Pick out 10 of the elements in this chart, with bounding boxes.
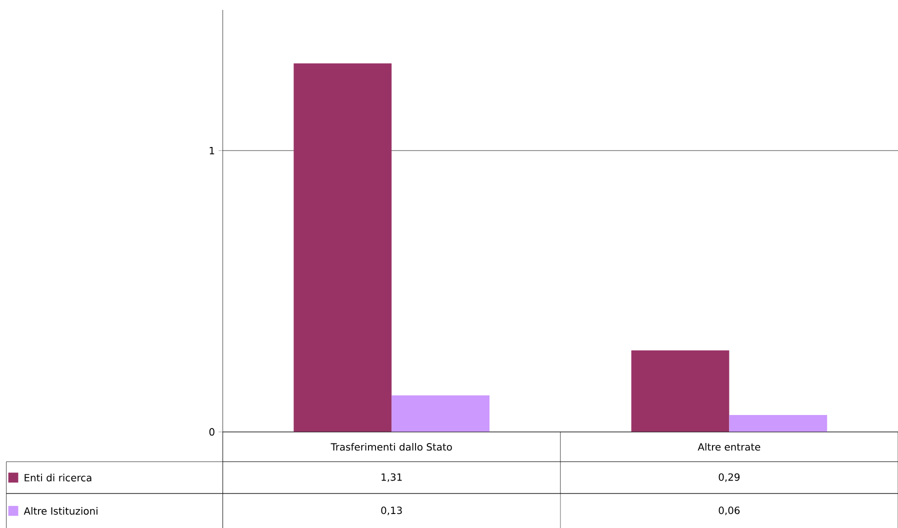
y-tick-label: 1 bbox=[210, 146, 214, 154]
data-label: 0,13 bbox=[381, 506, 402, 516]
y-tick-label: 0 bbox=[209, 428, 214, 436]
data-label: 0,06 bbox=[718, 506, 740, 516]
x-tick-label: Trasferimenti dallo Stato bbox=[330, 442, 452, 451]
legend-label: Enti di ricerca bbox=[24, 474, 92, 482]
x-tick-label: Altre entrate bbox=[698, 442, 760, 451]
data-label: 0,29 bbox=[718, 473, 740, 482]
legend-label: Altre Istituzioni bbox=[24, 506, 98, 515]
data-label: 1,31 bbox=[382, 473, 402, 482]
